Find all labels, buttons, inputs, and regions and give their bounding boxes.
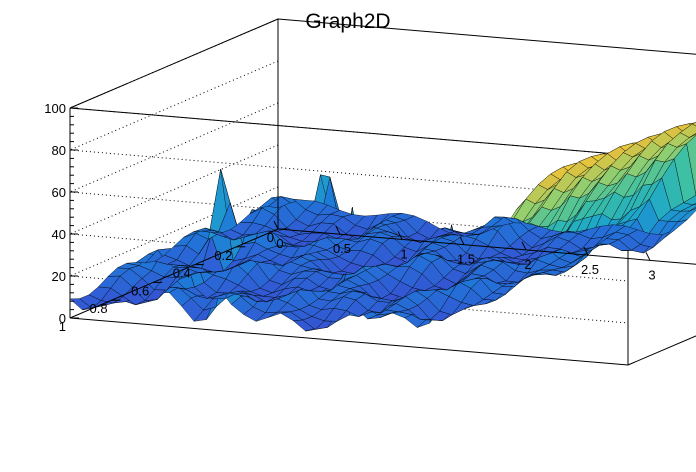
surface-mesh [69,121,696,332]
x-tick-label-0: 0 [276,236,283,251]
x-tick-1.5 [459,236,465,245]
z-tick-label-40: 40 [52,227,66,242]
x-tick-label-3: 3 [648,267,655,282]
y-tick-label-0: 0 [267,230,274,245]
surface-cell [692,202,696,206]
chart-title: Graph2D [305,10,390,33]
box-edge-front-bottom [277,228,696,265]
z-tick-label-60: 60 [52,185,66,200]
x-tick-label-2.5: 2.5 [581,262,599,277]
x-tick-label-1.5: 1.5 [457,252,475,267]
x-tick-2 [521,241,527,251]
z-tick-label-20: 20 [52,269,66,284]
z-tick-label-0: 0 [59,311,66,326]
surface-cell [689,206,696,212]
x-tick-0 [273,220,279,230]
y-tick-label-0.4: 0.4 [173,266,191,281]
grid-line-left-wall-z-60 [69,102,279,193]
tick-labels: 02040608010000.511.522.533.544.500.20.40… [44,101,655,334]
z-tick-label-80: 80 [52,143,66,158]
x-tick-label-1: 1 [400,246,407,261]
x-tick-2.5 [583,246,589,256]
axis-ticks [70,107,651,319]
grid-line-left-wall-z-40 [69,144,279,235]
surface-cell [689,133,696,138]
box-edge-back-top [69,107,629,156]
x-tick-1 [397,231,403,240]
box-edge-front-top [277,18,696,55]
x-tick-0.5 [335,225,341,235]
y-tick-label-0.6: 0.6 [131,283,149,298]
x-tick-label-0.5: 0.5 [333,241,351,256]
surface-cell [683,194,696,206]
surface-cell [686,135,696,196]
grid-line-left-wall-z-20 [69,186,279,277]
front-box-edges [69,18,696,366]
x-tick-3 [645,252,651,261]
x-tick-label-2: 2 [524,257,531,272]
box-edge-back-bottom [69,317,629,366]
box-edge-left-bottom [69,228,279,319]
y-tick-label-1: 1 [59,319,66,334]
box-edge-left-top [69,18,279,109]
y-tick-label-0.2: 0.2 [214,248,232,263]
y-tick-label-0.8: 0.8 [90,301,108,316]
z-tick-label-100: 100 [44,101,66,116]
box-edge-right-bottom [627,335,696,366]
grid-line-left-wall-z-80 [69,60,279,151]
